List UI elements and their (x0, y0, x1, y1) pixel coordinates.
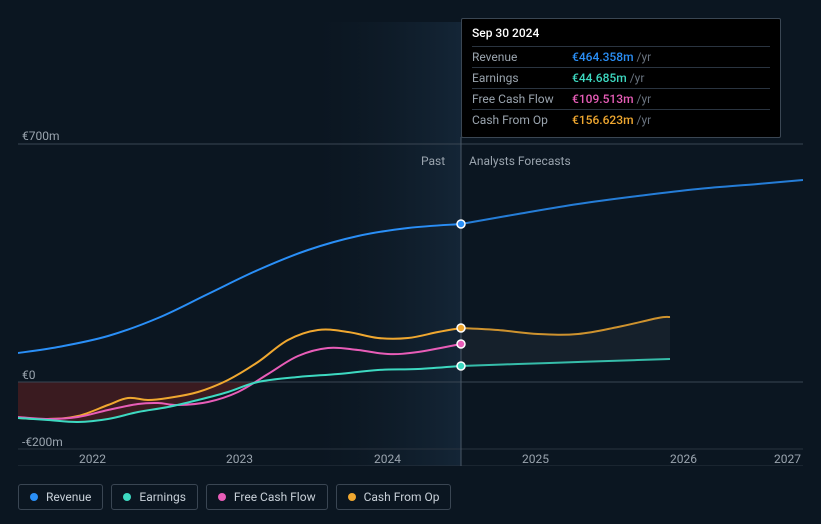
tooltip-date: Sep 30 2024 (472, 26, 770, 43)
tooltip-label: Cash From Op (472, 113, 572, 127)
tooltip-row: Free Cash Flow€109.513m/yr (472, 88, 770, 109)
x-axis-label: 2026 (670, 452, 697, 466)
tooltip-unit: /yr (637, 50, 652, 64)
y-axis-label: €700m (22, 129, 60, 143)
tooltip: Sep 30 2024 Revenue€464.358m/yrEarnings€… (461, 18, 781, 138)
forecast-band (461, 317, 670, 366)
x-axis-label: 2023 (226, 452, 253, 466)
series-revenue-forecast (461, 180, 803, 224)
past-highlight (318, 22, 461, 466)
legend-item-earnings[interactable]: Earnings (111, 484, 198, 510)
x-axis-label: 2024 (374, 452, 401, 466)
negative-area (18, 382, 258, 422)
legend-dot (218, 493, 226, 501)
x-axis-label: 2022 (79, 452, 106, 466)
y-axis-label: -€200m (22, 435, 63, 449)
tooltip-row: Earnings€44.685m/yr (472, 67, 770, 88)
marker-fcf (457, 340, 465, 348)
past-label: Past (421, 154, 445, 168)
legend-row: Revenue Earnings Free Cash Flow Cash From O… (18, 484, 451, 510)
legend-label: Earnings (139, 490, 186, 504)
legend-item-cash-from-op[interactable]: Cash From Op (336, 484, 452, 510)
tooltip-value: €156.623m (572, 113, 634, 127)
tooltip-row: Revenue€464.358m/yr (472, 46, 770, 67)
x-axis-label: 2027 (774, 452, 801, 466)
tooltip-label: Free Cash Flow (472, 92, 572, 106)
legend-dot (348, 493, 356, 501)
legend-item-free-cash-flow[interactable]: Free Cash Flow (206, 484, 328, 510)
tooltip-rows: Revenue€464.358m/yrEarnings€44.685m/yrFr… (472, 46, 770, 130)
legend-label: Revenue (46, 490, 91, 504)
marker-earnings (457, 362, 465, 370)
tooltip-label: Revenue (472, 50, 572, 64)
tooltip-value: €44.685m (572, 71, 627, 85)
forecasts-label: Analysts Forecasts (469, 154, 571, 168)
legend-label: Cash From Op (364, 490, 440, 504)
tooltip-value: €109.513m (572, 92, 634, 106)
tooltip-unit: /yr (637, 92, 652, 106)
y-axis-label: €0 (22, 368, 36, 382)
legend-dot (123, 493, 131, 501)
tooltip-label: Earnings (472, 71, 572, 85)
tooltip-row: Cash From Op€156.623m/yr (472, 109, 770, 130)
tooltip-unit: /yr (630, 71, 645, 85)
legend-dot (30, 493, 38, 501)
legend-label: Free Cash Flow (234, 490, 316, 504)
tooltip-value: €464.358m (572, 50, 634, 64)
tooltip-unit: /yr (637, 113, 652, 127)
marker-revenue (457, 220, 465, 228)
legend-item-revenue[interactable]: Revenue (18, 484, 103, 510)
x-axis-label: 2025 (522, 452, 549, 466)
marker-cfo (457, 324, 465, 332)
